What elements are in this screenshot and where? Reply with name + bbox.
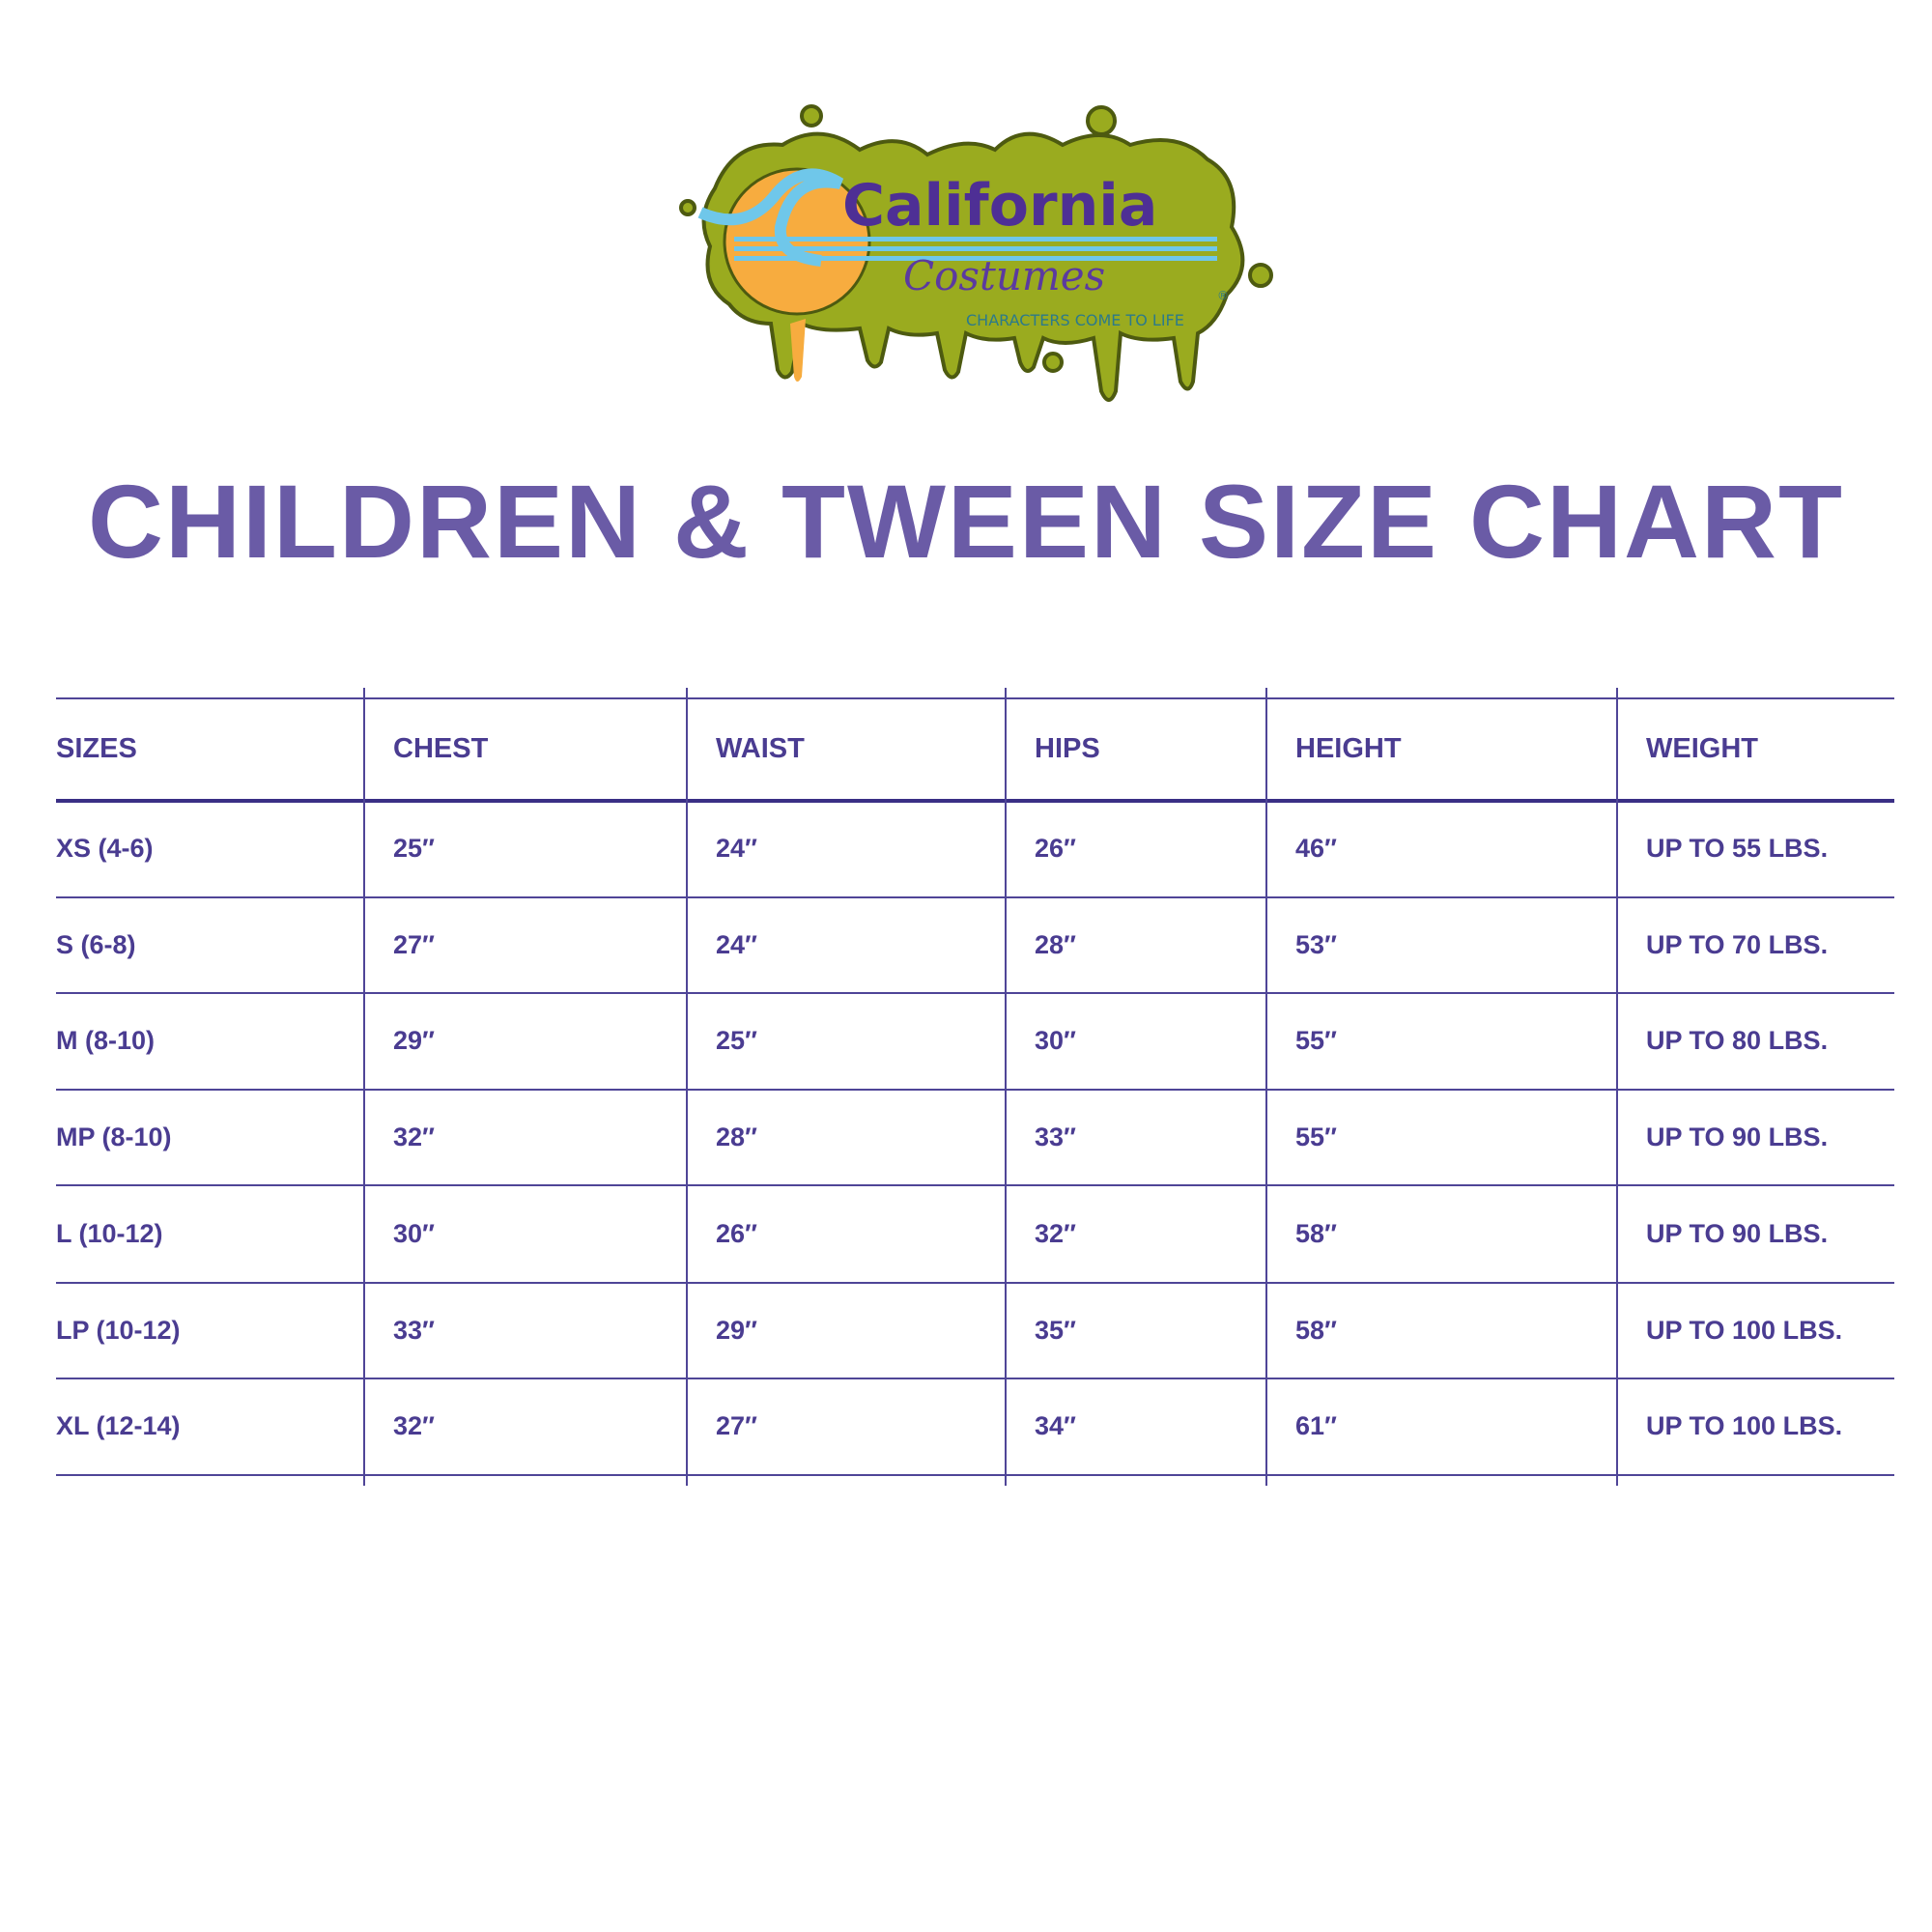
column-header-weight: WEIGHT xyxy=(1646,733,1758,764)
table-cell-height: 61″ xyxy=(1295,1411,1337,1440)
table-cell-hips: 34″ xyxy=(1035,1411,1076,1440)
table-cell-chest: 27″ xyxy=(393,929,435,959)
column-header-chest: CHEST xyxy=(393,733,489,764)
table-cell-weight: UP TO 55 LBS. xyxy=(1646,834,1829,863)
row-divider xyxy=(56,992,1894,994)
table-cell-chest: 25″ xyxy=(393,834,435,863)
logo-sub-text: Costumes xyxy=(903,252,1105,299)
logo-brand-text: California xyxy=(842,172,1157,240)
table-cell-weight: UP TO 100 LBS. xyxy=(1646,1315,1843,1345)
table-cell-sizes: XL (12-14) xyxy=(56,1411,181,1440)
row-divider xyxy=(56,1474,1894,1476)
table-cell-waist: 25″ xyxy=(716,1026,757,1055)
table-cell-chest: 32″ xyxy=(393,1411,435,1440)
table-cell-height: 46″ xyxy=(1295,834,1337,863)
row-divider xyxy=(56,1378,1894,1379)
row-divider xyxy=(56,1282,1894,1284)
logo-registered-mark: ® xyxy=(1217,289,1229,302)
table-cell-sizes: L (10-12) xyxy=(56,1218,163,1248)
table-cell-sizes: S (6-8) xyxy=(56,929,136,959)
table-cell-sizes: LP (10-12) xyxy=(56,1315,181,1345)
column-header-sizes: SIZES xyxy=(56,733,137,764)
row-divider xyxy=(56,1089,1894,1091)
column-header-hips: HIPS xyxy=(1035,733,1100,764)
table-cell-waist: 28″ xyxy=(716,1122,757,1151)
column-header-height: HEIGHT xyxy=(1295,733,1402,764)
table-cell-sizes: MP (8-10) xyxy=(56,1122,172,1151)
table-cell-chest: 29″ xyxy=(393,1026,435,1055)
california-costumes-logo: California Costumes CHARACTERS COME TO L… xyxy=(679,104,1273,402)
column-divider xyxy=(686,688,688,1486)
table-cell-hips: 33″ xyxy=(1035,1122,1076,1151)
table-cell-weight: UP TO 90 LBS. xyxy=(1646,1122,1829,1151)
table-cell-waist: 27″ xyxy=(716,1411,757,1440)
column-header-waist: WAIST xyxy=(716,733,805,764)
page-title: CHILDREN & TWEEN SIZE CHART xyxy=(88,463,1844,580)
table-cell-height: 55″ xyxy=(1295,1122,1337,1151)
table-cell-weight: UP TO 80 LBS. xyxy=(1646,1026,1829,1055)
table-cell-height: 53″ xyxy=(1295,929,1337,959)
column-divider xyxy=(363,688,365,1486)
logo-tagline: CHARACTERS COME TO LIFE xyxy=(966,311,1184,329)
table-cell-hips: 28″ xyxy=(1035,929,1076,959)
row-divider xyxy=(56,697,1894,699)
column-divider xyxy=(1005,688,1007,1486)
column-divider xyxy=(1616,688,1618,1486)
table-cell-hips: 32″ xyxy=(1035,1218,1076,1248)
table-cell-waist: 26″ xyxy=(716,1218,757,1248)
row-divider xyxy=(56,896,1894,898)
row-divider xyxy=(56,1184,1894,1186)
table-cell-hips: 26″ xyxy=(1035,834,1076,863)
table-cell-weight: UP TO 70 LBS. xyxy=(1646,929,1829,959)
table-cell-height: 55″ xyxy=(1295,1026,1337,1055)
table-cell-weight: UP TO 100 LBS. xyxy=(1646,1411,1843,1440)
table-cell-chest: 30″ xyxy=(393,1218,435,1248)
table-cell-weight: UP TO 90 LBS. xyxy=(1646,1218,1829,1248)
row-divider xyxy=(56,799,1894,803)
table-cell-chest: 33″ xyxy=(393,1315,435,1345)
table-cell-hips: 30″ xyxy=(1035,1026,1076,1055)
table-cell-hips: 35″ xyxy=(1035,1315,1076,1345)
table-cell-chest: 32″ xyxy=(393,1122,435,1151)
table-cell-waist: 24″ xyxy=(716,834,757,863)
column-divider xyxy=(1265,688,1267,1486)
table-cell-height: 58″ xyxy=(1295,1315,1337,1345)
table-cell-sizes: M (8-10) xyxy=(56,1026,156,1055)
table-cell-waist: 29″ xyxy=(716,1315,757,1345)
table-cell-sizes: XS (4-6) xyxy=(56,834,154,863)
table-cell-height: 58″ xyxy=(1295,1218,1337,1248)
table-cell-waist: 24″ xyxy=(716,929,757,959)
